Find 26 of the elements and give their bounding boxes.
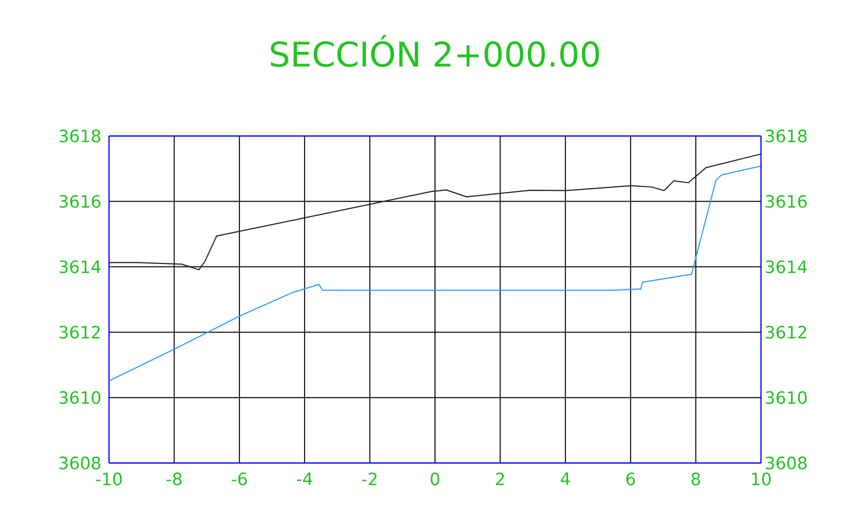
x-tick-label: -10 (96, 472, 122, 486)
x-tick-label: 4 (560, 472, 570, 485)
y-tick-label: 3616 (60, 194, 100, 208)
chart-title: SECCIÓN 2+000.00 (270, 34, 599, 67)
x-tick-label: 10 (752, 472, 771, 486)
x-tick-label: -4 (296, 472, 312, 485)
y-tick-label: 3610 (60, 391, 100, 404)
y-tick-label: 3618 (60, 130, 100, 142)
x-tick-label: 8 (692, 472, 700, 486)
x-tick-label: -6 (232, 472, 247, 486)
x-tick-label: -2 (362, 472, 377, 486)
y-tick-label: 3614 (60, 260, 101, 274)
y2-tick-label: 3616 (766, 194, 807, 208)
x-tick-label: -8 (166, 472, 182, 486)
y2-tick-label: 3610 (766, 391, 807, 404)
y2-tick-label: 3608 (766, 456, 807, 470)
y2-tick-label: 3612 (766, 326, 806, 339)
y-tick-label: 3612 (60, 326, 100, 339)
line-series (109, 166, 761, 382)
x-tick-label: 0 (430, 472, 440, 486)
x-tick-label: 6 (626, 472, 635, 486)
y2-tick-label: 3618 (766, 130, 807, 142)
y-tick-label: 3608 (60, 456, 100, 470)
y2-tick-label: 3614 (766, 260, 807, 274)
x-tick-label: 2 (496, 472, 504, 486)
line-series (109, 153, 761, 270)
